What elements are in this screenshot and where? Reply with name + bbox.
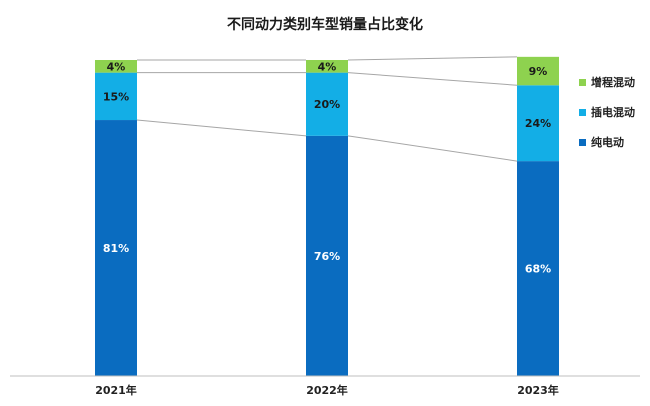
chart-title: 不同动力类别车型销量占比变化 — [227, 16, 423, 33]
bar-segment — [95, 72, 137, 121]
data-label: 20% — [314, 98, 340, 111]
legend-label: 插电混动 — [591, 105, 635, 119]
legend-swatch — [579, 79, 586, 86]
connector-line — [347, 72, 518, 86]
data-label: 4% — [318, 60, 337, 73]
data-label: 68% — [525, 263, 551, 276]
data-label: 15% — [103, 90, 129, 103]
connector-lines — [136, 56, 518, 162]
bar-segment — [306, 135, 348, 376]
data-label: 24% — [525, 117, 551, 130]
legend-swatch — [579, 109, 586, 116]
bar-segment — [95, 120, 137, 376]
data-label: 9% — [529, 65, 548, 78]
legend-label: 增程混动 — [591, 75, 635, 89]
data-labels: 81% 15% 4% 76% 20% 4% 68% 24% 9% — [103, 60, 551, 275]
bar-segment — [306, 60, 348, 73]
bar-segment — [517, 56, 559, 86]
x-axis-ticks: 2021年 2022年 2023年 — [95, 383, 559, 397]
x-tick-label: 2021年 — [95, 383, 137, 397]
data-label: 81% — [103, 242, 129, 255]
bar-segment — [306, 72, 348, 136]
bars — [95, 56, 559, 376]
legend-swatch — [579, 139, 586, 146]
data-label: 76% — [314, 250, 340, 263]
legend-label: 纯电动 — [591, 135, 624, 149]
data-label: 4% — [107, 60, 126, 73]
connector-line — [347, 56, 518, 61]
x-tick-label: 2023年 — [517, 383, 559, 397]
bar-segment — [517, 161, 559, 376]
connector-line — [136, 119, 307, 137]
bar-segment — [517, 85, 559, 162]
connector-line — [347, 135, 518, 162]
x-tick-label: 2022年 — [306, 383, 348, 397]
bar-segment — [95, 60, 137, 73]
